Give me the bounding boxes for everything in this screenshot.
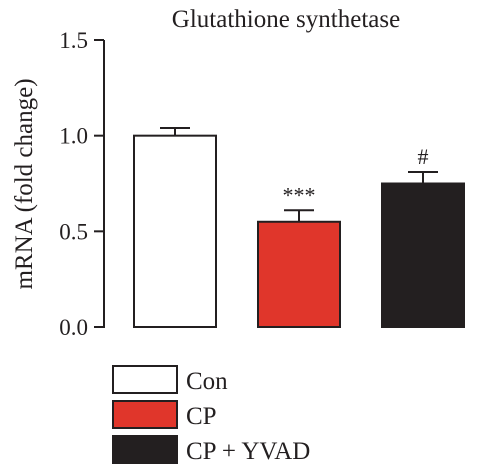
legend-label: Con xyxy=(186,368,228,395)
legend: Con CP CP + YVAD xyxy=(112,365,310,465)
y-tick-label: 1.0 xyxy=(59,124,88,149)
significance-label: *** xyxy=(283,182,316,207)
legend-swatch xyxy=(112,365,178,394)
legend-label: CP + YVAD xyxy=(186,438,310,465)
y-tick-label: 0.5 xyxy=(59,219,88,244)
legend-label: CP xyxy=(186,403,217,430)
bar-con xyxy=(133,134,217,328)
axes: 0.0 0.5 1.0 1.5 xyxy=(59,28,105,340)
y-tick-label: 1.5 xyxy=(59,28,88,53)
bar-cp-yvad xyxy=(381,182,465,328)
significance-label: # xyxy=(418,144,429,169)
y-axis-label: mRNA (fold change) xyxy=(11,78,38,289)
y-tick-label: 0.0 xyxy=(59,315,88,340)
legend-swatch xyxy=(112,435,178,464)
bar-cp xyxy=(257,220,341,328)
chart-title: Glutathione synthetase xyxy=(172,6,400,33)
bars: *** # xyxy=(133,127,465,328)
legend-swatch xyxy=(112,400,178,429)
